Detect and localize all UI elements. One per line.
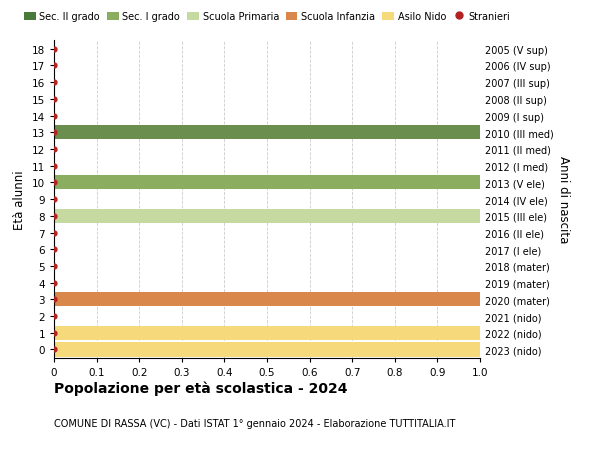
Bar (54, 342, 480, 357)
Bar (54, 209, 480, 224)
Legend: Sec. II grado, Sec. I grado, Scuola Primaria, Scuola Infanzia, Asilo Nido, Stran: Sec. II grado, Sec. I grado, Scuola Prim… (20, 8, 514, 26)
Y-axis label: Anni di nascita: Anni di nascita (557, 156, 570, 243)
Bar (54, 326, 480, 340)
Bar (54, 176, 480, 190)
Text: Popolazione per età scolastica - 2024: Popolazione per età scolastica - 2024 (54, 381, 347, 396)
Text: COMUNE DI RASSA (VC) - Dati ISTAT 1° gennaio 2024 - Elaborazione TUTTITALIA.IT: COMUNE DI RASSA (VC) - Dati ISTAT 1° gen… (54, 418, 455, 428)
Bar (54, 126, 480, 140)
Y-axis label: Età alunni: Età alunni (13, 170, 26, 230)
Bar (54, 292, 480, 307)
